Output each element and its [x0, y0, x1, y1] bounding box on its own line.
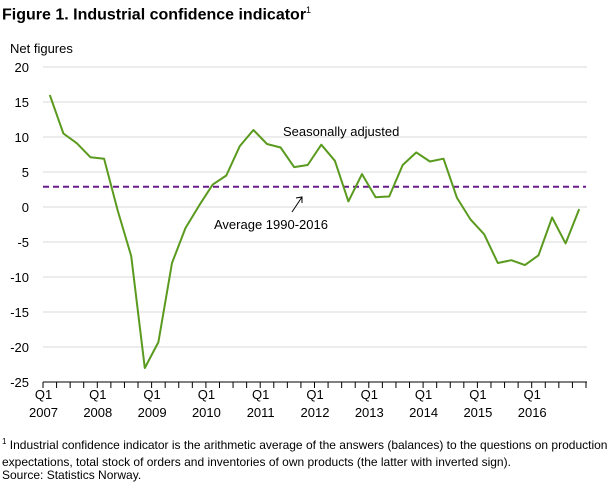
- x-tick-label-year: 2014: [409, 405, 438, 420]
- y-tick-label: 20: [15, 60, 29, 75]
- x-tick-label-year: 2012: [301, 405, 330, 420]
- x-tick-label-quarter: Q1: [143, 387, 160, 402]
- y-tick-label: -5: [17, 235, 29, 250]
- annotation-arrow-head: [295, 196, 303, 203]
- y-tick-label: -20: [10, 340, 29, 355]
- x-tick-label-quarter: Q1: [524, 387, 541, 402]
- x-tick-label-quarter: Q1: [35, 387, 52, 402]
- x-tick-label-quarter: Q1: [469, 387, 486, 402]
- y-tick-labels: 20 15 10 5 0 -5 -10 -15 -20 -25: [10, 60, 29, 390]
- x-tick-label-quarter: Q1: [415, 387, 432, 402]
- y-tick-label: 10: [15, 130, 29, 145]
- x-tick-label-quarter: Q1: [361, 387, 378, 402]
- y-tick-label: -10: [10, 270, 29, 285]
- x-tick-label-year: 2009: [138, 405, 167, 420]
- series-annotation: Seasonally adjusted: [283, 124, 399, 139]
- y-tick-label: -25: [10, 375, 29, 390]
- x-axis: [42, 381, 587, 388]
- x-tick-label-year: 2015: [463, 405, 492, 420]
- chart-title: Figure 1. Industrial confidence indicato…: [2, 5, 312, 24]
- x-tick-label-year: 2011: [247, 405, 275, 420]
- annotations: Seasonally adjusted Average 1990-2016: [214, 124, 399, 232]
- x-tick-label-quarter: Q1: [89, 387, 106, 402]
- grid-lines: [43, 66, 587, 348]
- x-tick-label-quarter: Q1: [198, 387, 215, 402]
- x-tick-label-year: 2013: [355, 405, 384, 420]
- series-lines: [48, 94, 581, 369]
- annotation-arrow: [291, 196, 303, 213]
- average-annotation: Average 1990-2016: [214, 217, 328, 232]
- x-tick-label-year: 2007: [29, 405, 58, 420]
- x-tick-label-quarter: Q1: [306, 387, 323, 402]
- y-tick-label: 5: [22, 165, 29, 180]
- series-line: [48, 94, 581, 369]
- y-tick-label: -15: [10, 305, 29, 320]
- y-tick-label: 0: [22, 200, 29, 215]
- x-tick-labels: Q1 2007 Q1 2008 Q1 2009 Q1 2010 Q1 2011 Q1 2012 Q1 20…: [29, 387, 547, 420]
- x-tick-label-quarter: Q1: [252, 387, 269, 402]
- x-tick-label-year: 2010: [192, 405, 221, 420]
- footnote: 1 Industrial confidence indicator is the…: [2, 437, 608, 469]
- x-tick-label-year: 2008: [83, 405, 112, 420]
- x-tick-label-year: 2016: [518, 405, 547, 420]
- y-axis-label: Net figures: [10, 41, 73, 56]
- y-tick-label: 15: [15, 95, 29, 110]
- source-note: Source: Statistics Norway.: [2, 468, 142, 482]
